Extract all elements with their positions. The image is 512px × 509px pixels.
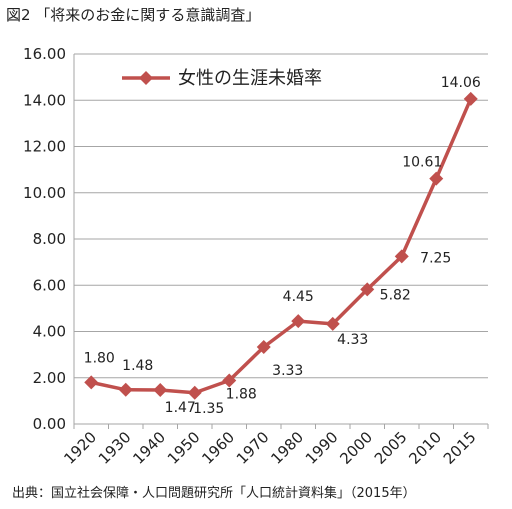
data-point xyxy=(256,339,271,354)
data-label: 1.35 xyxy=(193,401,224,417)
y-tick-label: 4.00 xyxy=(33,323,66,341)
x-tick-label: 1920 xyxy=(60,428,100,468)
data-point xyxy=(325,316,340,331)
data-label: 1.88 xyxy=(226,387,257,403)
data-point xyxy=(394,249,409,264)
y-tick-label: 16.00 xyxy=(23,45,66,63)
y-tick-label: 10.00 xyxy=(23,184,66,202)
data-point xyxy=(84,375,99,390)
data-point xyxy=(187,385,202,400)
data-label: 4.45 xyxy=(283,289,314,305)
y-tick-label: 8.00 xyxy=(33,230,66,248)
x-tick-label: 1970 xyxy=(233,428,273,468)
data-label: 1.47 xyxy=(165,400,196,416)
data-label: 10.61 xyxy=(402,155,442,171)
x-axis-ticks: 1920193019401950196019701980199020002005… xyxy=(60,428,479,468)
series-line xyxy=(90,98,473,395)
legend-marker xyxy=(139,71,153,85)
x-tick-label: 1950 xyxy=(164,428,204,468)
data-label: 5.82 xyxy=(380,287,411,303)
y-axis-ticks: 0.00 2.00 4.00 6.00 8.00 10.00 12.00 14.00 16.00 xyxy=(23,45,66,433)
data-point xyxy=(463,91,478,106)
data-label: 1.80 xyxy=(84,350,115,366)
x-tick-label: 2015 xyxy=(440,428,480,468)
y-tick-label: 0.00 xyxy=(33,415,66,433)
x-tick-label: 1990 xyxy=(302,428,342,468)
y-tick-label: 12.00 xyxy=(23,138,66,156)
data-label: 14.06 xyxy=(441,75,481,91)
data-point xyxy=(222,373,237,388)
source-note: 出典：国立社会保障・人口問題研究所「人口統計資料集」（2015年） xyxy=(12,486,416,501)
x-tick-label: 1940 xyxy=(129,428,169,468)
data-point xyxy=(360,282,375,297)
data-point xyxy=(291,314,306,329)
y-tick-label: 14.00 xyxy=(23,91,66,109)
data-label: 4.33 xyxy=(337,332,368,348)
legend-label: 女性の生涯未婚率 xyxy=(178,68,322,89)
legend: 女性の生涯未婚率 xyxy=(122,68,322,89)
x-tick-label: 2005 xyxy=(371,428,411,468)
data-point xyxy=(118,382,133,397)
data-point xyxy=(429,171,444,186)
y-tick-label: 6.00 xyxy=(33,276,66,294)
data-label: 7.25 xyxy=(420,250,451,266)
series-group: 1.80 1.48 1.471.351.88 3.33 4.45 4.33 5.82 7.25… xyxy=(84,75,481,417)
y-tick-label: 2.00 xyxy=(33,369,66,387)
x-tick-label: 2010 xyxy=(405,428,445,468)
data-label: 3.33 xyxy=(272,363,303,379)
x-tick-label: 1980 xyxy=(267,428,307,468)
gridlines xyxy=(73,53,489,429)
data-label: 1.48 xyxy=(122,358,153,374)
figure-title: 図2 「将来のお金に関する意識調査」 xyxy=(6,6,261,24)
x-tick-label: 1930 xyxy=(95,428,135,468)
x-tick-label: 1960 xyxy=(198,428,238,468)
data-point xyxy=(153,383,168,398)
x-tick-label: 2000 xyxy=(336,428,376,468)
